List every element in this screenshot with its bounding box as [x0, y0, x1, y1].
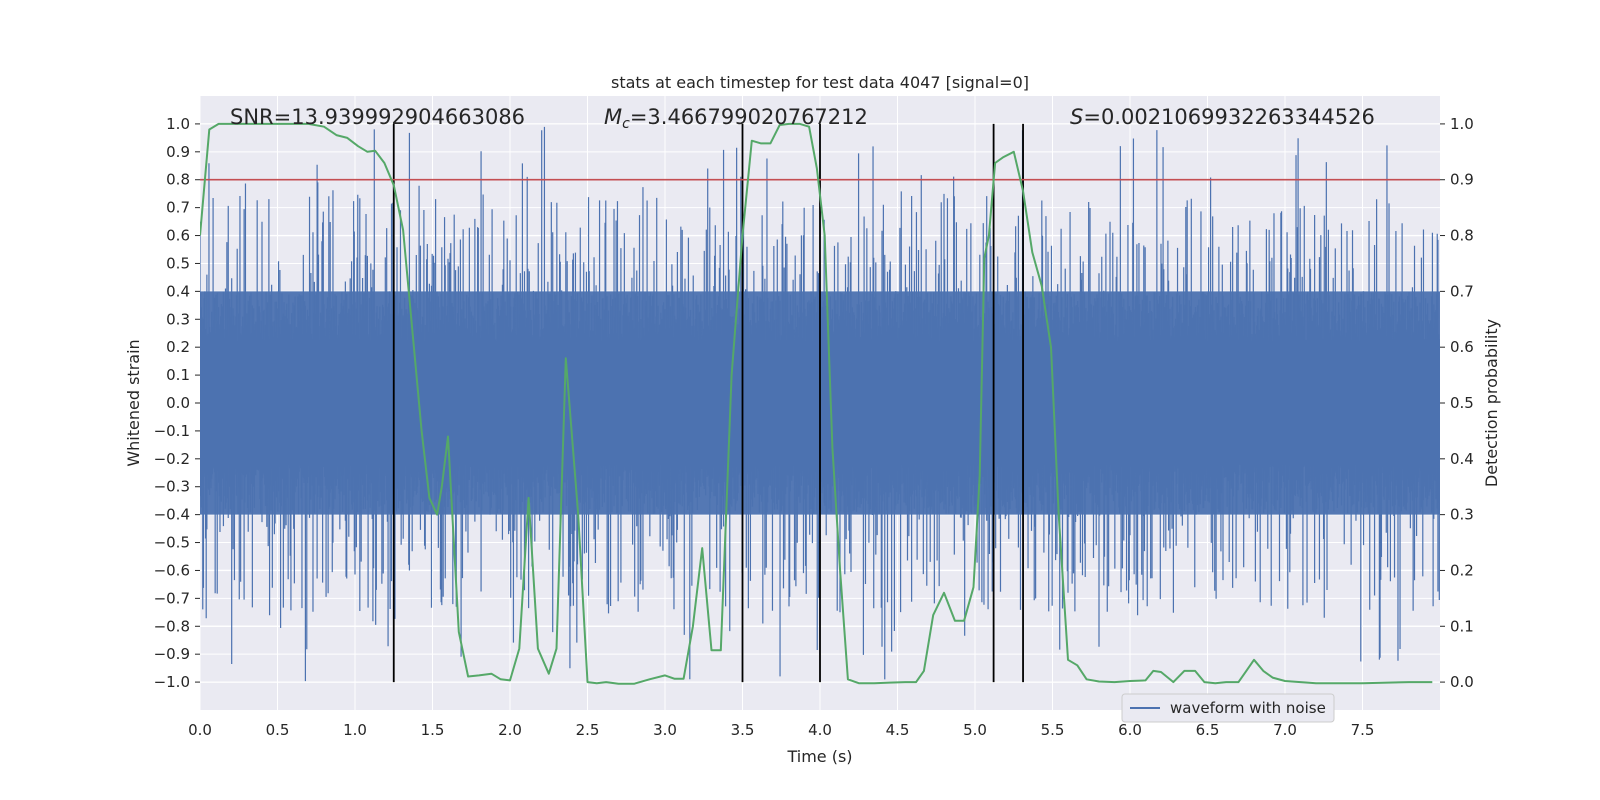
x-tick-label: 1.5 — [421, 721, 445, 739]
y-right-tick-label: 0.3 — [1450, 506, 1474, 524]
y-left-tick-label: −0.9 — [154, 645, 190, 663]
y-right-tick-label: 0.2 — [1450, 561, 1474, 579]
y-left-tick-label: 0.7 — [166, 199, 190, 217]
x-tick-label: 5.0 — [963, 721, 987, 739]
y-right-tick-label: 0.8 — [1450, 227, 1474, 245]
s-value: =0.0021069932263344526 — [1083, 105, 1375, 129]
y-left-tick-label: −0.5 — [154, 534, 190, 552]
x-tick-label: 0.0 — [188, 721, 212, 739]
chirp-mass-symbol: M — [604, 105, 622, 129]
y-left-tick-label: 0.5 — [166, 254, 190, 272]
s-stat: S=0.0021069932263344526 — [1070, 105, 1375, 129]
x-tick-label: 6.0 — [1118, 721, 1142, 739]
y-left-tick-label: 0.2 — [166, 338, 190, 356]
y-right-tick-label: 0.6 — [1450, 338, 1474, 356]
x-tick-label: 4.5 — [886, 721, 910, 739]
y-right-axis-label: Detection probability — [1482, 319, 1501, 487]
y-left-axis-label: Whitened strain — [124, 339, 143, 466]
x-tick-labels: 0.0 0.5 1.0 1.5 2.0 2.5 3.0 3.5 4.0 4.5 5.0 5.5 6.0 6… — [188, 721, 1374, 739]
y-left-tick-label: 0.4 — [166, 282, 190, 300]
chart-title: stats at each timestep for test data 404… — [611, 73, 1029, 92]
y-left-tick-labels: 1.0 0.9 0.8 0.7 0.6 0.5 0.4 0.3 0.2 0.1 0.0 −0.1 −0.… — [154, 115, 200, 691]
y-left-tick-label: −0.6 — [154, 561, 190, 579]
y-left-tick-label: −0.3 — [154, 478, 190, 496]
y-left-tick-label: 0.1 — [166, 366, 190, 384]
x-axis-label: Time (s) — [786, 747, 852, 766]
y-right-tick-label: 0.9 — [1450, 171, 1474, 189]
y-left-tick-label: −0.7 — [154, 589, 190, 607]
y-left-tick-label: 0.3 — [166, 310, 190, 328]
x-tick-label: 5.5 — [1041, 721, 1065, 739]
y-left-tick-label: 1.0 — [166, 115, 190, 133]
x-tick-label: 7.0 — [1273, 721, 1297, 739]
x-tick-label: 2.5 — [576, 721, 600, 739]
y-right-tick-label: 1.0 — [1450, 115, 1474, 133]
y-right-tick-label: 0.5 — [1450, 394, 1474, 412]
x-tick-label: 7.5 — [1351, 721, 1375, 739]
detection-probability-series — [200, 122, 1433, 685]
snr-value: =13.939992904663086 — [274, 105, 525, 129]
legend-label: waveform with noise — [1170, 699, 1326, 717]
x-tick-label: 1.0 — [343, 721, 367, 739]
y-left-tick-label: 0.0 — [166, 394, 190, 412]
y-right-tick-label: 0.1 — [1450, 617, 1474, 635]
y-left-tick-label: −0.8 — [154, 617, 190, 635]
legend-box — [1121, 693, 1335, 723]
x-tick-label: 0.5 — [266, 721, 290, 739]
y-left-tick-label: 0.9 — [166, 143, 190, 161]
y-left-tick-label: −1.0 — [154, 673, 190, 691]
y-left-tick-label: −0.1 — [154, 422, 190, 440]
detection-probability-line — [200, 122, 1433, 685]
x-tick-label: 3.0 — [653, 721, 677, 739]
x-tick-label: 3.5 — [731, 721, 755, 739]
chirp-mass-stat: Mc=3.466799020767212 — [604, 105, 868, 132]
snr-stat: SNR=13.939992904663086 — [230, 105, 525, 129]
y-right-tick-labels: 1.0 0.9 0.8 0.7 0.6 0.5 0.4 0.3 0.2 0.1 0.0 — [1440, 115, 1474, 691]
y-right-tick-label: 0.4 — [1450, 450, 1474, 468]
y-left-tick-label: −0.4 — [154, 506, 190, 524]
x-tick-label: 6.5 — [1196, 721, 1220, 739]
snr-label: SNR — [230, 105, 274, 129]
y-right-tick-label: 0.0 — [1450, 673, 1474, 691]
y-left-tick-label: 0.6 — [166, 227, 190, 245]
y-right-tick-label: 0.7 — [1450, 282, 1474, 300]
waveform-lower — [200, 403, 1440, 682]
y-left-tick-label: 0.8 — [166, 171, 190, 189]
x-tick-label: 2.0 — [498, 721, 522, 739]
chirp-mass-subscript: c — [622, 116, 630, 132]
y-left-tick-label: −0.2 — [154, 450, 190, 468]
vertical-markers — [392, 123, 1024, 683]
legend: waveform with noise — [1121, 693, 1335, 723]
waveform-upper — [200, 126, 1440, 403]
x-tick-label: 4.0 — [808, 721, 832, 739]
s-symbol: S — [1070, 105, 1083, 129]
chirp-mass-value: =3.466799020767212 — [630, 105, 868, 129]
